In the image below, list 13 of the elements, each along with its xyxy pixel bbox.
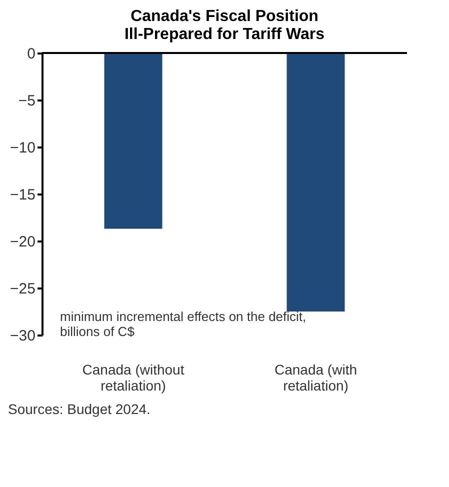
text: Canada's Fiscal Position [130, 8, 318, 25]
source-note: Sources: Budget 2024. [8, 401, 150, 417]
y-tick-label: −5 [18, 92, 36, 110]
y-tick-label: −10 [10, 140, 36, 156]
x-tick-label: Canada (without retaliation) [82, 362, 184, 394]
y-tick-label: −15 [10, 186, 36, 204]
text: Ill-Prepared for Tariff Wars [124, 26, 325, 43]
y-tick-label: 0 [27, 46, 36, 62]
y-tick-label: −20 [10, 234, 36, 250]
annotation: minimum incremental effects on the deficit, billions of C$ [60, 309, 306, 339]
y-tick-label: −30 [10, 328, 36, 344]
x-tick-label: Canada (with retaliation) [274, 362, 357, 394]
y-tick-label: −25 [10, 280, 36, 298]
